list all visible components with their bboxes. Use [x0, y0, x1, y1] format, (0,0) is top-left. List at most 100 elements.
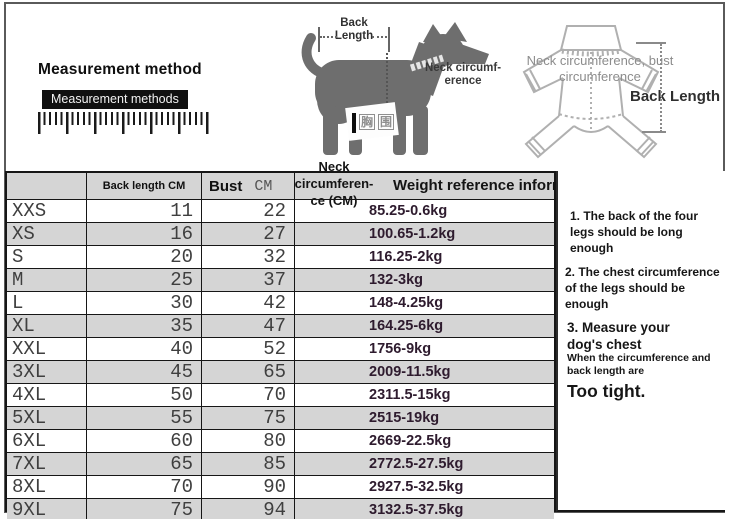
size-cell: 5XL — [7, 407, 87, 430]
table-row: 8XL 70 90 2927.5-32.5kg — [7, 476, 554, 499]
note-3: 3. Measure your dog's chest — [567, 320, 670, 352]
back-length-cell: 11 — [87, 200, 202, 223]
garment-neck-bust-label: Neck circumference, bust circumference — [526, 53, 674, 84]
back-length-cell: 55 — [87, 407, 202, 430]
back-length-dash-left — [320, 36, 337, 38]
chest-cn-char2: 围 — [378, 114, 395, 130]
back-length-cell: 70 — [87, 476, 202, 499]
size-cell: S — [7, 246, 87, 269]
bust-cell: 80 — [202, 430, 295, 453]
dog-neck-label-line1: Neck circumf- — [424, 62, 502, 74]
weight-cell: 100.65-1.2kg — [295, 223, 554, 246]
weight-cell: 2927.5-32.5kg — [295, 476, 554, 499]
table-row: XXS 11 22 85.25-0.6kg — [7, 200, 554, 223]
bust-cell: 42 — [202, 292, 295, 315]
back-length-marker-left — [318, 27, 320, 52]
weight-cell: 2311.5-15kg — [295, 384, 554, 407]
weight-cell: 164.25-6kg — [295, 315, 554, 338]
size-cell: L — [7, 292, 87, 315]
back-length-cell: 50 — [87, 384, 202, 407]
table-row: M 25 37 132-3kg — [7, 269, 554, 292]
bust-cell: 90 — [202, 476, 295, 499]
table-row: 5XL 55 75 2515-19kg — [7, 407, 554, 430]
weight-cell: 3132.5-37.5kg — [295, 499, 554, 519]
bust-cell: 70 — [202, 384, 295, 407]
neck-circumference-header: Neck circumferen- ce (CM) — [294, 158, 374, 209]
back-length-cell: 35 — [87, 315, 202, 338]
dog-back-length-label: Back Length — [323, 17, 385, 43]
neck-header-line3: ce (CM) — [310, 193, 358, 208]
table-row: 3XL 45 65 2009-11.5kg — [7, 361, 554, 384]
chest-circumference-cn-label: 胸 围 — [359, 114, 395, 130]
size-cell: XL — [7, 315, 87, 338]
neck-header-line2: circumferen- — [294, 176, 374, 191]
section-title: Measurement method — [38, 61, 202, 78]
table-row: L 30 42 148-4.25kg — [7, 292, 554, 315]
size-cell: XXL — [7, 338, 87, 361]
bust-cell: 27 — [202, 223, 295, 246]
ruler-major-ticks-icon — [38, 112, 210, 134]
size-cell: XXS — [7, 200, 87, 223]
garment-measure-dotted-line — [660, 44, 662, 132]
dog-silhouette-icon — [301, 22, 489, 155]
weight-cell: 2515-19kg — [295, 407, 554, 430]
bust-cell: 32 — [202, 246, 295, 269]
neck-header-line1: Neck — [318, 159, 350, 174]
back-length-cell: 60 — [87, 430, 202, 453]
weight-cell: 132-3kg — [295, 269, 554, 292]
back-length-marker-right — [388, 27, 390, 52]
weight-cell: 85.25-0.6kg — [295, 200, 554, 223]
chest-marker-bar — [352, 113, 356, 133]
size-cell: 9XL — [7, 499, 87, 519]
weight-cell: 2772.5-27.5kg — [295, 453, 554, 476]
bust-cell: 75 — [202, 407, 295, 430]
garment-back-length-label: Back Length — [630, 88, 721, 105]
table-row: XS 16 27 100.65-1.2kg — [7, 223, 554, 246]
size-cell: 4XL — [7, 384, 87, 407]
weight-cell: 116.25-2kg — [295, 246, 554, 269]
back-length-cell: 25 — [87, 269, 202, 292]
weight-cell: 1756-9kg — [295, 338, 554, 361]
back-length-cell: 16 — [87, 223, 202, 246]
bust-header-text: Bust — [209, 177, 243, 195]
table-row: XXL 40 52 1756-9kg — [7, 338, 554, 361]
bust-unit-text: CM — [254, 177, 273, 195]
dog-back-length-label-line2: Length — [334, 30, 374, 42]
weight-reference-header: Weight reference information — [393, 177, 602, 194]
back-length-cell: 75 — [87, 499, 202, 519]
weight-header-cell — [295, 173, 554, 200]
table-row: 9XL 75 94 3132.5-37.5kg — [7, 499, 554, 519]
table-row: 7XL 65 85 2772.5-27.5kg — [7, 453, 554, 476]
garment-outline-icon — [522, 25, 660, 159]
bust-cell: 94 — [202, 499, 295, 519]
table-row: XL 35 47 164.25-6kg — [7, 315, 554, 338]
size-cell: XS — [7, 223, 87, 246]
bust-cell: 37 — [202, 269, 295, 292]
bust-cell: 52 — [202, 338, 295, 361]
size-cell: 6XL — [7, 430, 87, 453]
garment-measure-bottom-bar — [642, 131, 666, 133]
back-length-header-cell: Back length CM — [87, 173, 202, 200]
bust-cell: 85 — [202, 453, 295, 476]
bust-cell: 22 — [202, 200, 295, 223]
bust-measure-dotted-line — [386, 53, 388, 111]
garment-measure-top-bar — [636, 42, 666, 44]
size-cell: 8XL — [7, 476, 87, 499]
dog-neck-label-line2: erence — [444, 75, 482, 87]
ruler-label-badge: Measurement methods — [42, 90, 188, 109]
note-too-tight: Too tight. — [567, 381, 646, 401]
note-1: 1. The back of the four legs should be l… — [570, 209, 699, 255]
back-length-cell: 45 — [87, 361, 202, 384]
table-header-row: Back length CM Bust CM — [7, 173, 554, 200]
table-row: 4XL 50 70 2311.5-15kg — [7, 384, 554, 407]
note-2: 2. The chest circumference of the legs s… — [565, 265, 720, 311]
back-length-dash-right — [372, 36, 387, 38]
size-table: Back length CM Bust CM XXS 11 22 85.25-0.… — [5, 171, 556, 519]
size-cell: 7XL — [7, 453, 87, 476]
bust-header-cell: Bust CM — [202, 173, 295, 200]
dog-back-length-label-line1: Back — [340, 17, 368, 29]
table-row: S 20 32 116.25-2kg — [7, 246, 554, 269]
size-cell: 3XL — [7, 361, 87, 384]
back-length-cell: 65 — [87, 453, 202, 476]
back-length-cell: 30 — [87, 292, 202, 315]
